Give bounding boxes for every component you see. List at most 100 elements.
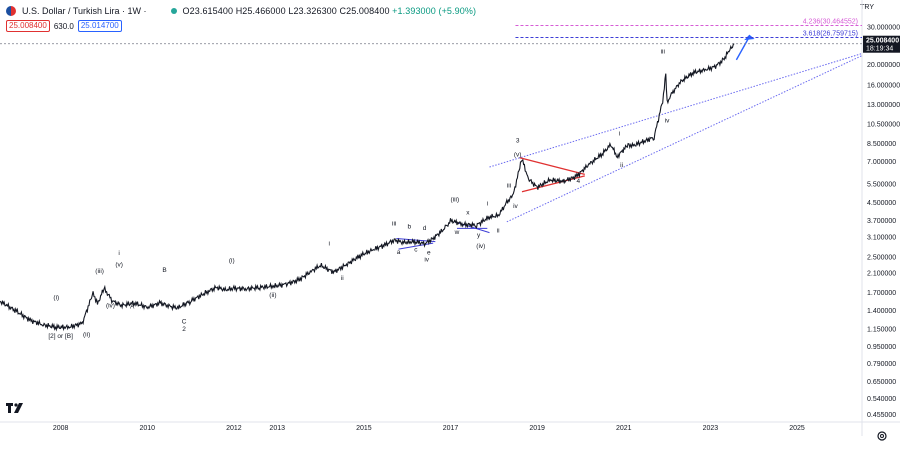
- ohlc-close: C25.008400: [339, 6, 390, 16]
- wave-label: x: [466, 210, 470, 217]
- x-tick-label: 2019: [529, 425, 545, 432]
- wedge-line-1: [396, 237, 436, 243]
- x-tick-label: 2013: [269, 425, 285, 432]
- projection-arrow-line: [735, 36, 750, 61]
- price-series-line: [0, 43, 735, 332]
- wave-label: i: [118, 250, 119, 257]
- y-tick-label: 7.000000: [867, 159, 896, 166]
- wave-label: b: [408, 223, 412, 230]
- wave-label: (i): [229, 258, 235, 265]
- upper-channel-line: [489, 53, 863, 168]
- wave-label: e: [427, 250, 431, 257]
- wave-label: C: [182, 318, 187, 325]
- symbol-title[interactable]: U.S. Dollar / Turkish Lira · 1W ·: [22, 6, 147, 16]
- trend-lines-layer: 4.236(30.464552) 3.618(26.759715): [0, 18, 863, 250]
- y-tick-label: 4.500000: [867, 200, 896, 207]
- y-tick-label: 8.500000: [867, 141, 896, 148]
- price-label-value: 25.008400: [866, 38, 899, 45]
- y-tick-label: 0.455000: [867, 412, 896, 419]
- ohlc-low: L23.326300: [288, 6, 337, 16]
- x-tick-label: 2025: [789, 425, 805, 432]
- wave-label: w: [454, 229, 460, 236]
- trade-buttons: 25.008400 630.0 25.014700: [6, 20, 122, 32]
- x-tick-label: 2023: [703, 425, 719, 432]
- wave-label: (v): [514, 151, 522, 158]
- x-tick-label: 2017: [443, 425, 459, 432]
- y-tick-label: 0.540000: [867, 396, 896, 403]
- wedge-line-3: [454, 221, 490, 234]
- tradingview-logo-icon: [6, 403, 23, 413]
- y-tick-label: 1.700000: [867, 290, 896, 297]
- wave-label: d: [423, 225, 427, 232]
- wave-label: (iii): [450, 196, 459, 203]
- y-tick-label: 2.500000: [867, 254, 896, 261]
- wave-label: (iii): [95, 268, 104, 275]
- wave-label: 4: [576, 178, 580, 185]
- wave-label: iii: [392, 221, 396, 228]
- y-tick-label: 0.950000: [867, 344, 896, 351]
- wave-label: y: [477, 232, 481, 239]
- wave-label: ii: [620, 162, 623, 169]
- ohlc-open: O23.615400: [182, 6, 234, 16]
- market-open-icon: [170, 8, 177, 14]
- y-tick-label: 25.000000: [867, 41, 900, 48]
- wave-label: (ii): [269, 292, 276, 299]
- y-tick-label: 3.100000: [867, 234, 896, 241]
- wave-label: [2] or [B]: [48, 333, 73, 340]
- wave-labels-layer: [2] or [B] (i) (ii) (iii) (iv) (v) i A B C2 (i) (ii…: [48, 49, 670, 341]
- sell-button[interactable]: 25.008400: [6, 20, 50, 32]
- y-tick-label: 10.500000: [867, 122, 900, 129]
- triangle-lower-line: [521, 175, 585, 193]
- wave-label: a: [397, 249, 401, 256]
- wave-label: (v): [115, 262, 123, 269]
- settings-gear-icon[interactable]: [876, 430, 888, 442]
- wave-label: iv: [424, 256, 429, 263]
- y-tick-label: 2.100000: [867, 271, 896, 278]
- wave-label: ii: [497, 228, 500, 235]
- y-tick-label: 13.000000: [867, 102, 900, 109]
- wave-label: (iv): [476, 243, 485, 250]
- x-tick-label: 2012: [226, 425, 242, 432]
- wave-label: iv: [513, 203, 518, 210]
- wave-label: 2: [182, 326, 186, 333]
- wave-label: ii: [341, 275, 344, 282]
- fib-level-label: 4.236(30.464552): [803, 18, 858, 25]
- price-label-countdown: 18:19:34: [866, 46, 893, 53]
- x-tick-label: 2008: [53, 425, 69, 432]
- buy-button[interactable]: 25.014700: [77, 20, 122, 32]
- triangle-upper-line: [519, 157, 585, 175]
- fib-level-label: 3.618(26.759715): [803, 30, 858, 37]
- wave-label: B: [162, 267, 166, 274]
- ohlc-values: O23.615400 H25.466000 L23.326300 C25.008…: [183, 6, 477, 16]
- wave-label: i: [328, 241, 329, 248]
- y-tick-label: 0.790000: [867, 361, 896, 368]
- y-tick-label: 0.650000: [867, 379, 896, 386]
- price-label-box: [863, 35, 900, 53]
- projection-arrow-head: [744, 34, 755, 41]
- y-tick-label: 5.500000: [867, 181, 896, 188]
- wedge-line-2: [398, 242, 434, 250]
- wave-label: iii: [507, 182, 511, 189]
- wave-label: (iv): [106, 302, 115, 309]
- x-tick-label: 2015: [356, 425, 372, 432]
- lower-channel-line: [506, 55, 863, 223]
- wave-label: (i): [53, 294, 59, 301]
- ohlc-change: +1.393000 (+5.90%): [392, 6, 477, 16]
- y-tick-label: 1.150000: [867, 326, 896, 333]
- currency-flag-icon: [6, 6, 16, 16]
- wave-label: A: [130, 304, 135, 311]
- currency-label[interactable]: TRY: [860, 4, 874, 11]
- ohlc-high: H25.466000: [235, 6, 286, 16]
- y-tick-label: 20.000000: [867, 62, 900, 69]
- series-layer: [0, 43, 735, 332]
- x-tick-label: 2010: [139, 425, 155, 432]
- y-tick-label: 1.400000: [867, 308, 896, 315]
- wave-label: i: [487, 201, 488, 208]
- wave-label: i: [619, 130, 620, 137]
- wave-label: 3: [516, 138, 520, 145]
- axis-layer: 30.000000 25.000000 20.000000 16.000000 13.0…: [0, 0, 900, 436]
- x-tick-label: 2021: [616, 425, 632, 432]
- wave-label: c: [414, 246, 418, 253]
